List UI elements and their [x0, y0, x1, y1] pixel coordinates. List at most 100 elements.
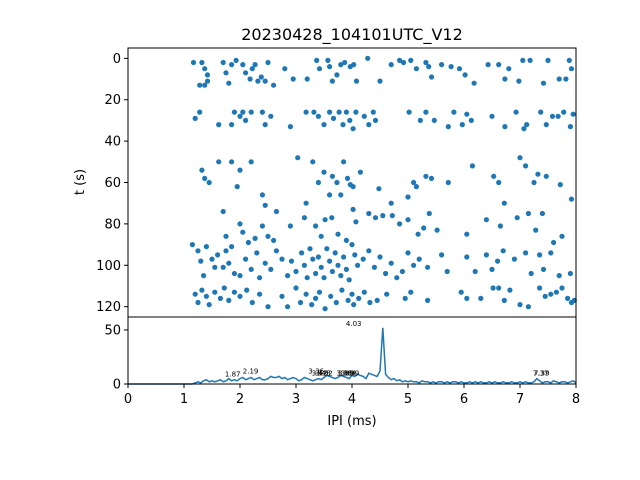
scatter-point	[304, 76, 310, 82]
scatter-point	[315, 254, 321, 260]
scatter-point	[431, 117, 437, 123]
scatter-point	[344, 175, 351, 181]
scatter-y-tick-label: 60	[104, 176, 121, 191]
scatter-point	[273, 248, 279, 254]
scatter-point	[350, 206, 356, 212]
scatter-point	[332, 250, 338, 256]
scatter-point	[338, 62, 344, 68]
histogram-x-tick-label: 4	[348, 392, 356, 407]
scatter-point	[233, 57, 239, 64]
scatter-point	[342, 59, 348, 66]
scatter-point	[226, 297, 232, 303]
scatter-point	[524, 122, 530, 128]
scatter-point	[517, 302, 523, 308]
scatter-point	[237, 273, 243, 279]
scatter-point	[327, 192, 333, 198]
scatter-point	[548, 250, 554, 256]
scatter-point	[288, 258, 295, 264]
scatter-point	[350, 126, 356, 132]
scatter-point	[367, 299, 373, 306]
scatter-point	[271, 237, 277, 243]
histogram-x-tick-label: 8	[572, 392, 580, 407]
peak-label: 1.87	[225, 371, 241, 379]
scatter-point	[478, 295, 484, 301]
scatter-point	[376, 186, 382, 192]
scatter-point	[316, 289, 323, 295]
histogram-x-tick-label: 1	[180, 392, 188, 407]
scatter-point	[252, 62, 258, 68]
scatter-point	[285, 304, 291, 310]
scatter-point	[372, 117, 379, 123]
scatter-point	[426, 210, 432, 217]
scatter-point	[489, 266, 495, 272]
histogram-frame	[127, 316, 577, 385]
scatter-point	[349, 291, 355, 297]
scatter-point	[335, 262, 341, 268]
scatter-point	[464, 231, 470, 237]
scatter-point	[259, 223, 265, 229]
scatter-point	[279, 256, 285, 262]
scatter-point	[350, 184, 356, 190]
scatter-point	[223, 70, 229, 76]
scatter-point	[513, 109, 519, 115]
scatter-point	[237, 221, 243, 227]
scatter-point	[204, 72, 211, 78]
scatter-point	[212, 264, 218, 270]
scatter-point	[425, 264, 431, 270]
peak-label: 7.39	[534, 370, 550, 378]
scatter-point	[254, 250, 260, 256]
scatter-point	[189, 242, 195, 248]
scatter-point	[203, 293, 209, 299]
scatter-point	[321, 122, 327, 128]
scatter-point	[303, 200, 309, 206]
scatter-point	[258, 74, 264, 80]
scatter-point	[568, 66, 575, 72]
scatter-point	[216, 122, 222, 128]
scatter-point	[388, 200, 394, 206]
scatter-point	[328, 293, 334, 299]
scatter-point	[206, 302, 212, 308]
scatter-point	[303, 109, 309, 115]
scatter-point	[349, 242, 355, 248]
scatter-point	[192, 291, 198, 297]
scatter-point	[445, 124, 451, 130]
scatter-point	[209, 256, 215, 262]
ipi-histogram-line	[128, 327, 577, 385]
scatter-point	[343, 109, 349, 115]
scatter-point	[345, 297, 351, 303]
scatter-point	[311, 109, 317, 115]
scatter-point	[497, 223, 503, 229]
scatter-point	[428, 74, 435, 80]
scatter-point	[265, 59, 271, 66]
scatter-point	[216, 159, 222, 165]
ipi-histogram-panel: 1.87 2.19 3.363.423.483.52 3.863.893.943.99…	[104, 316, 580, 429]
scatter-point	[252, 235, 258, 241]
scatter-panel: 0 20 40 60 80 100 120 t (s)	[73, 47, 577, 318]
scatter-point	[257, 291, 263, 297]
peak-label: 4.03	[346, 320, 362, 328]
scatter-point	[361, 113, 367, 119]
histogram-x-axis-label: IPI (ms)	[327, 414, 376, 429]
scatter-point	[353, 78, 360, 84]
scatter-point	[204, 78, 211, 84]
scatter-y-tick-label: 120	[96, 300, 121, 315]
scatter-point	[507, 287, 513, 293]
scatter-point	[502, 124, 508, 130]
scatter-point	[318, 233, 324, 239]
scatter-point	[192, 115, 198, 121]
scatter-point	[525, 304, 532, 310]
scatter-point	[357, 169, 363, 175]
scatter-y-axis-label: t (s)	[73, 169, 88, 195]
scatter-y-tick-label: 80	[104, 217, 121, 232]
scatter-point	[293, 285, 299, 291]
scatter-point	[297, 299, 304, 306]
scatter-point	[423, 173, 429, 179]
scatter-point	[540, 80, 547, 86]
scatter-point	[451, 109, 457, 115]
scatter-point	[501, 297, 507, 303]
scatter-point	[287, 124, 293, 130]
scatter-point	[322, 306, 328, 312]
scatter-point	[351, 62, 357, 68]
scatter-point	[549, 113, 556, 119]
